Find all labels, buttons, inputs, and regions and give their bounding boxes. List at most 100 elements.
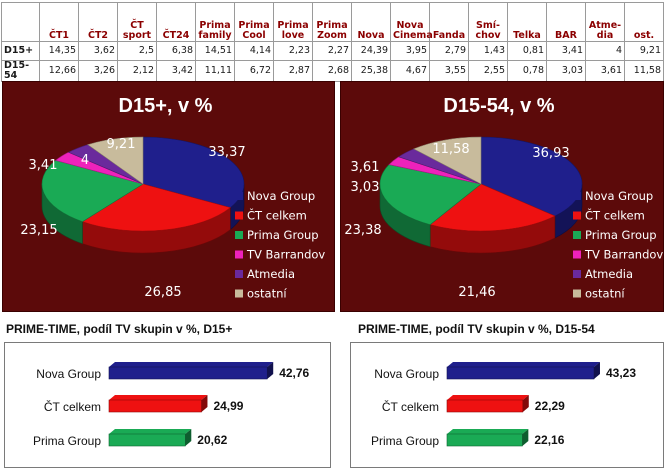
bar-chart-d15-54-title: PRIME-TIME, podíl TV skupin v %, D15-54 bbox=[358, 322, 595, 336]
bar-d15plus-bar-end bbox=[201, 395, 208, 412]
pie-d15plus-title: D15+, v % bbox=[119, 95, 213, 117]
pie-d15plus-legend: Nova Group ČT celkem Prima Group TV Barrand… bbox=[235, 189, 325, 301]
pie-d15-54-legend-swatch bbox=[573, 192, 581, 200]
bar-d15-54-bar-top bbox=[447, 395, 529, 400]
bar-d15plus-bar-end bbox=[185, 429, 192, 446]
table-cell: 2,27 bbox=[312, 41, 352, 61]
bar-d15plus-category-label: Prima Group bbox=[33, 434, 101, 448]
bar-chart-d15-54-svg: Nova Group 43,23 ČT celkem 22,29 Prima Group… bbox=[371, 362, 636, 448]
bar-chart-d15-54: Nova Group 43,23 ČT celkem 22,29 Prima Group… bbox=[350, 342, 664, 468]
bar-d15plus-bar-top bbox=[109, 429, 192, 434]
table-cell: 3,03 bbox=[546, 60, 586, 82]
pie-d15-54-slice-ostatn bbox=[413, 136, 482, 185]
pie-chart-d15-54: D15-54, v % 36,93 21,46 23,38 3,03 3,61 11,58 N… bbox=[340, 81, 664, 312]
table-cell: 2,68 bbox=[312, 60, 352, 82]
pie-d15-54-value-label: 3,61 bbox=[351, 160, 380, 175]
column-header: Fanda bbox=[429, 2, 469, 42]
bar-d15plus-category-label: Nova Group bbox=[36, 367, 101, 381]
pie-d15plus-legend-swatch bbox=[235, 231, 243, 239]
bar-d15-54-bar-nova-group bbox=[446, 366, 595, 380]
bar-d15-54-bar-prima-group bbox=[446, 433, 523, 447]
table-cell: 0,78 bbox=[507, 60, 547, 82]
table-cell: 6,72 bbox=[234, 60, 274, 82]
table-cell: 11,11 bbox=[195, 60, 235, 82]
table-cell: 3,41 bbox=[546, 41, 586, 61]
bar-d15plus-value-label: 24,99 bbox=[213, 399, 243, 413]
column-header: Prima Zoom bbox=[312, 2, 352, 42]
pie-d15plus-slices bbox=[41, 136, 245, 232]
pie-d15plus-legend-label: Atmedia bbox=[247, 267, 295, 281]
table-cell: 3,42 bbox=[156, 60, 196, 82]
pie-d15plus-legend-label: ostatní bbox=[247, 287, 287, 301]
column-header: Telka bbox=[507, 2, 547, 42]
column-header: Atme-dia bbox=[585, 2, 625, 42]
bar-d15-54-bar-top bbox=[447, 362, 600, 367]
table-cell: 2,23 bbox=[273, 41, 313, 61]
bar-d15-54-bar-end bbox=[593, 362, 600, 379]
pie-d15-54-legend-label: TV Barrandov bbox=[584, 248, 663, 262]
pie-d15plus-slice-ct-celkem bbox=[81, 183, 231, 232]
pie-d15-54-value-label: 11,58 bbox=[432, 142, 469, 157]
table-cell: 2,87 bbox=[273, 60, 313, 82]
column-header: ČT sport bbox=[117, 2, 157, 42]
table-cell: 14,35 bbox=[39, 41, 79, 61]
table-cell: 25,38 bbox=[351, 60, 391, 82]
pie-d15-54-value-label: 21,46 bbox=[458, 285, 495, 300]
column-header: Nova Cinema bbox=[390, 2, 433, 42]
pie-d15plus-legend-swatch bbox=[235, 270, 243, 278]
column-header: ČT1 bbox=[39, 2, 79, 42]
bar-d15-54-bar-end bbox=[522, 395, 529, 412]
column-header: Nova bbox=[351, 2, 391, 42]
pie-d15plus-value-label: 4 bbox=[81, 153, 89, 168]
bar-d15plus-bar-top bbox=[109, 395, 208, 400]
table-cell: 14,51 bbox=[195, 41, 235, 61]
bar-d15-54-category-label: Prima Group bbox=[371, 434, 439, 448]
column-header: BAR bbox=[546, 2, 586, 42]
table-cell: 6,38 bbox=[156, 41, 196, 61]
pie-d15-54-legend-swatch bbox=[573, 250, 581, 259]
share-table-head: ČT1 ČT2 ČT sport ČT24 Prima family Prima Cool… bbox=[1, 2, 664, 42]
table-cell: 24,39 bbox=[351, 41, 391, 61]
pie-d15plus-value-label: 33,37 bbox=[208, 145, 245, 160]
pie-d15-54-slice-prima-group bbox=[379, 164, 482, 225]
pie-chart-d15plus-svg: D15+, v % 33,37 26,85 23,15 3,41 4 9,21 Nova Gr… bbox=[20, 95, 325, 301]
table-cell: 11,58 bbox=[624, 60, 664, 82]
table-cell: 3,62 bbox=[78, 41, 118, 61]
bar-d15-54-value-label: 22,16 bbox=[534, 433, 564, 447]
pie-d15plus-slice-prima-group bbox=[41, 160, 144, 222]
pie-d15plus-legend-label: TV Barrandov bbox=[246, 248, 325, 262]
pie-d15plus-slice-ostatn bbox=[87, 136, 144, 185]
table-row: D15-54 12,66 3,26 2,12 3,42 11,11 6,72 2,87 2,68… bbox=[1, 60, 664, 82]
table-corner-cell bbox=[1, 2, 40, 42]
bar-d15plus-value-label: 42,76 bbox=[279, 366, 309, 380]
pie-d15-54-slice-ct-celkem bbox=[429, 183, 556, 232]
bar-d15-54-category-label: ČT celkem bbox=[382, 399, 439, 414]
bar-chart-d15plus-svg: Nova Group 42,76 ČT celkem 24,99 Prima Group… bbox=[33, 362, 310, 448]
bar-d15plus-bar-end bbox=[267, 362, 274, 379]
bar-d15plus-bar-top bbox=[109, 362, 274, 367]
pie-d15-54-legend-swatch bbox=[573, 231, 581, 239]
table-cell: 3,95 bbox=[390, 41, 430, 61]
bar-chart-d15plus-title: PRIME-TIME, podíl TV skupin v %, D15+ bbox=[6, 322, 233, 336]
table-cell: 2,5 bbox=[117, 41, 157, 61]
row-label: D15+ bbox=[1, 41, 40, 61]
column-header: Prima love bbox=[273, 2, 313, 42]
column-header: Prima family bbox=[195, 2, 235, 42]
pie-d15plus-legend-label: Prima Group bbox=[247, 228, 319, 242]
bar-d15plus-bar-nova-group bbox=[108, 366, 268, 380]
share-table: ČT1 ČT2 ČT sport ČT24 Prima family Prima Cool… bbox=[1, 2, 664, 82]
table-cell: 2,79 bbox=[429, 41, 469, 61]
pie-d15-54-legend-label: Nova Group bbox=[585, 189, 653, 203]
table-cell: 3,61 bbox=[585, 60, 625, 82]
table-cell: 9,21 bbox=[624, 41, 664, 61]
table-cell: 4 bbox=[585, 41, 625, 61]
bar-d15plus-bar-ct-celkem bbox=[108, 399, 202, 413]
pie-d15plus-legend-label: ČT celkem bbox=[247, 208, 307, 223]
column-header: ost. bbox=[624, 2, 664, 42]
bar-d15-54-bar-ct-celkem bbox=[446, 399, 524, 413]
pie-d15plus-value-label: 26,85 bbox=[144, 285, 181, 300]
pie-d15plus-value-label: 9,21 bbox=[107, 137, 136, 152]
pie-d15plus-value-label: 23,15 bbox=[20, 223, 57, 238]
pie-d15-54-legend-swatch bbox=[573, 211, 581, 220]
row-label: D15-54 bbox=[1, 60, 40, 82]
